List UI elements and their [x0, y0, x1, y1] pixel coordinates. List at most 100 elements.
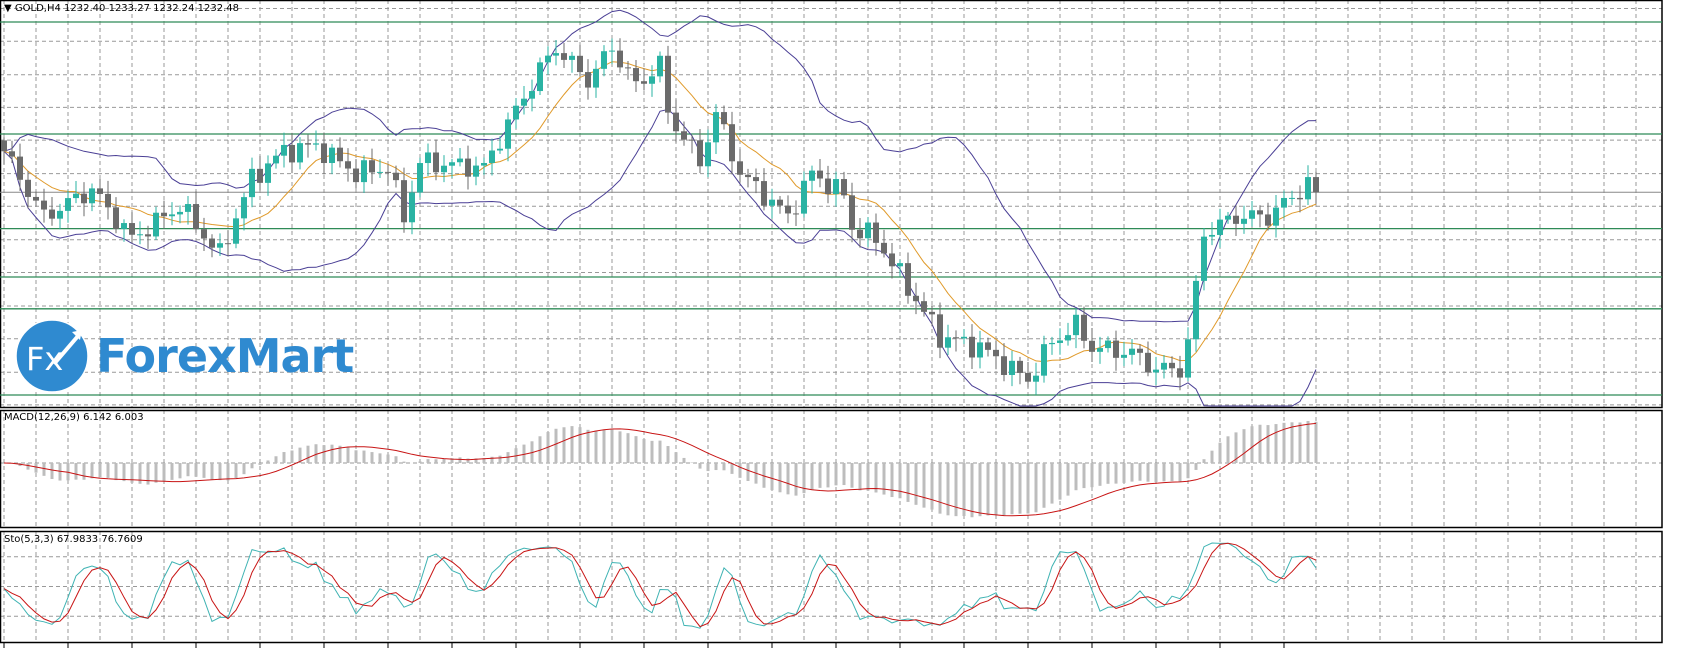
bull-candle: [185, 204, 191, 212]
bear-candle: [841, 179, 847, 196]
bear-candle: [1017, 360, 1023, 373]
bear-candle: [97, 188, 103, 194]
bull-candle: [241, 197, 247, 219]
bull-candle: [945, 337, 951, 348]
macd-histogram-bar: [1226, 436, 1230, 463]
open-value: 1232.40: [64, 3, 106, 14]
macd-histogram-bar: [1250, 426, 1254, 463]
bear-candle: [161, 212, 167, 217]
bear-candle: [777, 199, 783, 206]
macd-histogram-bar: [914, 463, 918, 505]
bull-candle: [537, 62, 543, 92]
bear-candle: [585, 72, 591, 88]
macd-histogram-bar: [714, 463, 718, 471]
macd-histogram-bar: [106, 463, 110, 478]
bear-candle: [985, 342, 991, 350]
bear-candle: [1313, 177, 1319, 193]
bull-candle: [273, 155, 279, 164]
macd-histogram-bar: [682, 457, 686, 463]
bull-candle: [705, 142, 711, 167]
bull-candle: [657, 55, 663, 77]
macd-histogram-bar: [706, 463, 710, 472]
bollinger-upper-line: [3, 9, 1317, 323]
macd-histogram-bar: [642, 439, 646, 463]
macd-histogram-bar: [874, 463, 878, 493]
bull-candle: [169, 214, 175, 217]
bear-candle: [721, 112, 727, 125]
bear-candle: [737, 161, 743, 175]
fx-logo-icon: Fx: [15, 319, 89, 393]
bear-candle: [825, 178, 831, 195]
bear-candle: [729, 124, 735, 162]
macd-histogram-bar: [322, 445, 326, 463]
macd-histogram-bar: [538, 436, 542, 463]
macd-histogram-bar: [122, 463, 126, 482]
macd-histogram-bar: [738, 463, 742, 478]
macd-histogram-bar: [938, 463, 942, 514]
bear-candle: [577, 55, 583, 73]
bear-candle: [305, 143, 311, 145]
macd-histogram-bar: [1210, 450, 1214, 463]
bear-candle: [953, 337, 959, 339]
bear-candle: [25, 179, 31, 197]
bull-candle: [137, 234, 143, 236]
macd-histogram-bar: [306, 445, 310, 463]
macd-histogram-bar: [1114, 463, 1118, 484]
bear-candle: [1145, 352, 1151, 373]
macd-histogram-bar: [650, 440, 654, 463]
macd-histogram-bar: [762, 463, 766, 488]
bull-candle: [1073, 314, 1079, 336]
bull-candle: [1201, 236, 1207, 281]
macd-histogram-bar: [770, 463, 774, 491]
macd-histogram-bar: [778, 463, 782, 493]
macd-histogram-bar: [826, 463, 830, 488]
macd-histogram-bar: [658, 440, 662, 463]
macd-histogram-bar: [1218, 442, 1222, 463]
macd-histogram-bar: [250, 463, 254, 469]
macd-histogram-bar: [1266, 425, 1270, 463]
macd-histogram-bar: [466, 458, 470, 463]
bear-candle: [1169, 362, 1175, 369]
bear-candle: [321, 143, 327, 164]
macd-histogram-bar: [1010, 463, 1014, 515]
macd-histogram-bar: [1002, 463, 1006, 516]
bull-candle: [1033, 375, 1039, 382]
macd-histogram-bar: [1186, 463, 1190, 479]
bull-candle: [505, 119, 511, 149]
bull-candle: [1273, 207, 1279, 226]
bull-candle: [481, 162, 487, 166]
macd-histogram-bar: [890, 463, 894, 498]
bear-candle: [353, 168, 359, 183]
macd-histogram-bar: [570, 426, 574, 463]
bear-candle: [9, 151, 15, 157]
macd-histogram-bar: [1242, 429, 1246, 463]
bear-candle: [681, 131, 687, 140]
macd-histogram-bar: [130, 463, 134, 483]
macd-histogram-bar: [554, 428, 558, 463]
pane-border: [0, 0, 1663, 409]
macd-histogram-bar: [1258, 424, 1262, 463]
bull-candle: [473, 165, 479, 177]
bull-candle: [1281, 197, 1287, 208]
macd-histogram-bar: [866, 463, 870, 491]
bull-candle: [177, 211, 183, 215]
bear-candle: [1025, 372, 1031, 382]
macd-histogram-bar: [1234, 432, 1238, 463]
macd-histogram-bar: [946, 463, 950, 516]
bear-candle: [105, 193, 111, 208]
bull-candle: [1057, 340, 1063, 343]
bull-candle: [1097, 348, 1103, 352]
bear-candle: [1, 140, 7, 152]
macd-histogram-bar: [490, 456, 494, 463]
bear-candle: [641, 81, 647, 84]
macd-histogram-bar: [370, 452, 374, 463]
dropdown-arrow-icon[interactable]: ▼: [4, 3, 12, 14]
macd-histogram-bar: [258, 463, 262, 465]
macd-histogram-bar: [906, 463, 910, 502]
bull-candle: [1305, 177, 1311, 200]
macd-histogram-bar: [746, 463, 750, 481]
bull-candle: [417, 163, 423, 193]
macd-histogram-bar: [1098, 463, 1102, 486]
bear-candle: [929, 311, 935, 315]
